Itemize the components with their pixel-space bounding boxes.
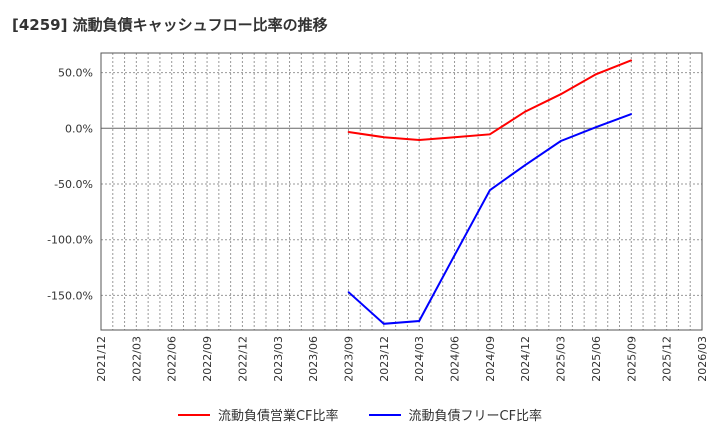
x-tick-label: 2021/12 (95, 336, 108, 382)
data-point (524, 164, 527, 166)
x-tick-label: 2025/03 (555, 336, 568, 382)
data-point (453, 136, 456, 139)
data-point (559, 93, 562, 96)
x-tick-label: 2024/06 (449, 336, 462, 382)
data-point (630, 113, 633, 115)
y-tick-label: 50.0% (58, 67, 93, 80)
legend: 流動負債営業CF比率 流動負債フリーCF比率 (0, 405, 720, 424)
y-tick-label: -50.0% (54, 178, 93, 191)
x-tick-label: 2023/03 (272, 336, 285, 382)
legend-label: 流動負債営業CF比率 (217, 409, 339, 424)
x-tick-label: 2023/06 (307, 336, 320, 382)
x-tick-label: 2023/12 (378, 336, 391, 382)
x-tick-label: 2024/12 (519, 336, 532, 382)
data-point (559, 140, 562, 142)
data-point (418, 320, 420, 322)
data-point (595, 73, 597, 76)
data-point (453, 254, 456, 257)
y-tick-label: -150.0% (47, 289, 93, 302)
x-tick-label: 2022/09 (201, 336, 214, 382)
legend-label: 流動負債フリーCF比率 (408, 409, 543, 424)
data-point (630, 59, 633, 62)
data-point (524, 110, 527, 113)
x-tick-label: 2024/03 (413, 336, 426, 382)
data-point (383, 136, 385, 139)
x-tick-label: 2025/06 (590, 336, 603, 382)
x-tick-label: 2026/03 (696, 336, 709, 382)
x-tick-label: 2025/09 (625, 336, 638, 382)
legend-swatch-red (177, 413, 210, 416)
data-point (489, 189, 491, 191)
x-tick-label: 2022/06 (166, 336, 179, 382)
x-tick-label: 2022/12 (236, 336, 249, 382)
legend-item-free-cf: 流動負債フリーCF比率 (368, 405, 543, 424)
y-tick-label: 0.0% (65, 122, 93, 135)
data-point (347, 131, 350, 133)
x-tick-label: 2022/03 (130, 336, 143, 382)
legend-swatch-blue (368, 413, 401, 416)
y-tick-label: -100.0% (47, 234, 93, 247)
data-point (489, 133, 491, 136)
data-point (383, 323, 385, 325)
data-point (595, 126, 597, 128)
x-tick-label: 2025/12 (661, 336, 674, 382)
x-tick-label: 2023/09 (342, 336, 355, 382)
plot-frame (100, 52, 703, 331)
chart-title: [4259] 流動負債キャッシュフロー比率の推移 (12, 16, 328, 34)
data-point (347, 291, 350, 293)
legend-item-operating-cf: 流動負債営業CF比率 (177, 405, 339, 424)
data-point (418, 139, 420, 141)
x-tick-label: 2024/09 (484, 336, 497, 382)
